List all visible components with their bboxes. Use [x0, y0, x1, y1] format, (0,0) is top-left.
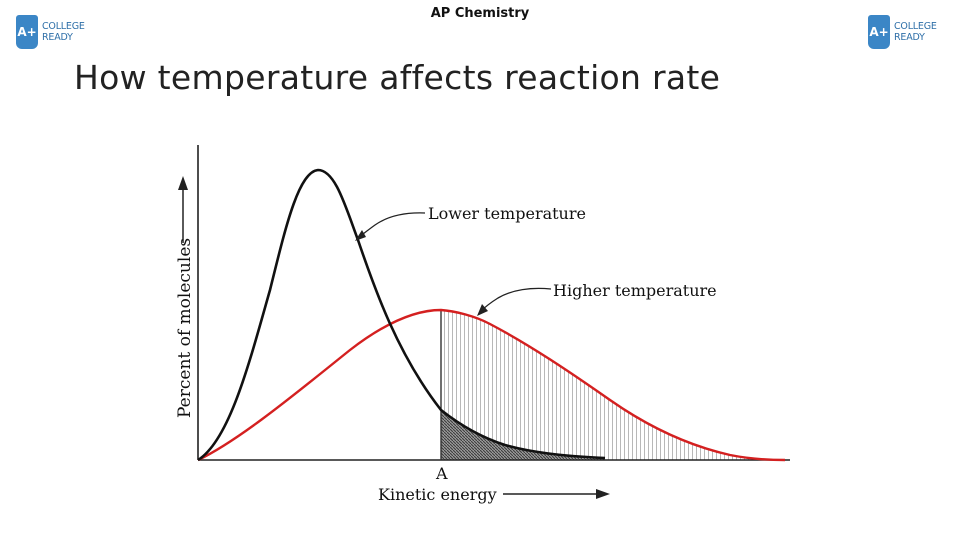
logo-line-1: COLLEGE	[894, 21, 937, 32]
logo-text: COLLEGE READY	[42, 21, 85, 43]
college-ready-logo-right: A+ COLLEGE READY	[868, 12, 958, 52]
higher-temperature-shaded-area	[441, 310, 785, 460]
threshold-label: A	[435, 464, 448, 483]
lower-temperature-pointer	[357, 212, 426, 239]
x-axis-arrowhead	[596, 489, 610, 499]
y-axis-label: Percent of molecules	[175, 238, 195, 418]
logo-line-2: READY	[42, 32, 73, 43]
logo-line-1: COLLEGE	[42, 21, 85, 32]
lower-temperature-label: Lower temperature	[428, 204, 586, 223]
x-axis-label: Kinetic energy	[378, 485, 497, 504]
lower-temperature-shaded-area	[441, 410, 605, 460]
y-axis-arrowhead	[178, 176, 188, 190]
lower-temperature-pointer-head	[355, 230, 366, 241]
course-title: AP Chemistry	[430, 6, 530, 21]
logo-mark: A+	[868, 15, 890, 49]
slide-title: How temperature affects reaction rate	[74, 58, 721, 97]
logo-line-2: READY	[894, 32, 925, 43]
higher-temperature-curve	[197, 308, 786, 462]
college-ready-logo-left: A+ COLLEGE READY	[16, 12, 106, 52]
higher-temperature-pointer-head	[477, 304, 488, 316]
logo-text: COLLEGE READY	[894, 21, 937, 43]
logo-mark: A+	[16, 15, 38, 49]
higher-temperature-pointer	[479, 287, 552, 313]
higher-temperature-label: Higher temperature	[553, 281, 717, 300]
